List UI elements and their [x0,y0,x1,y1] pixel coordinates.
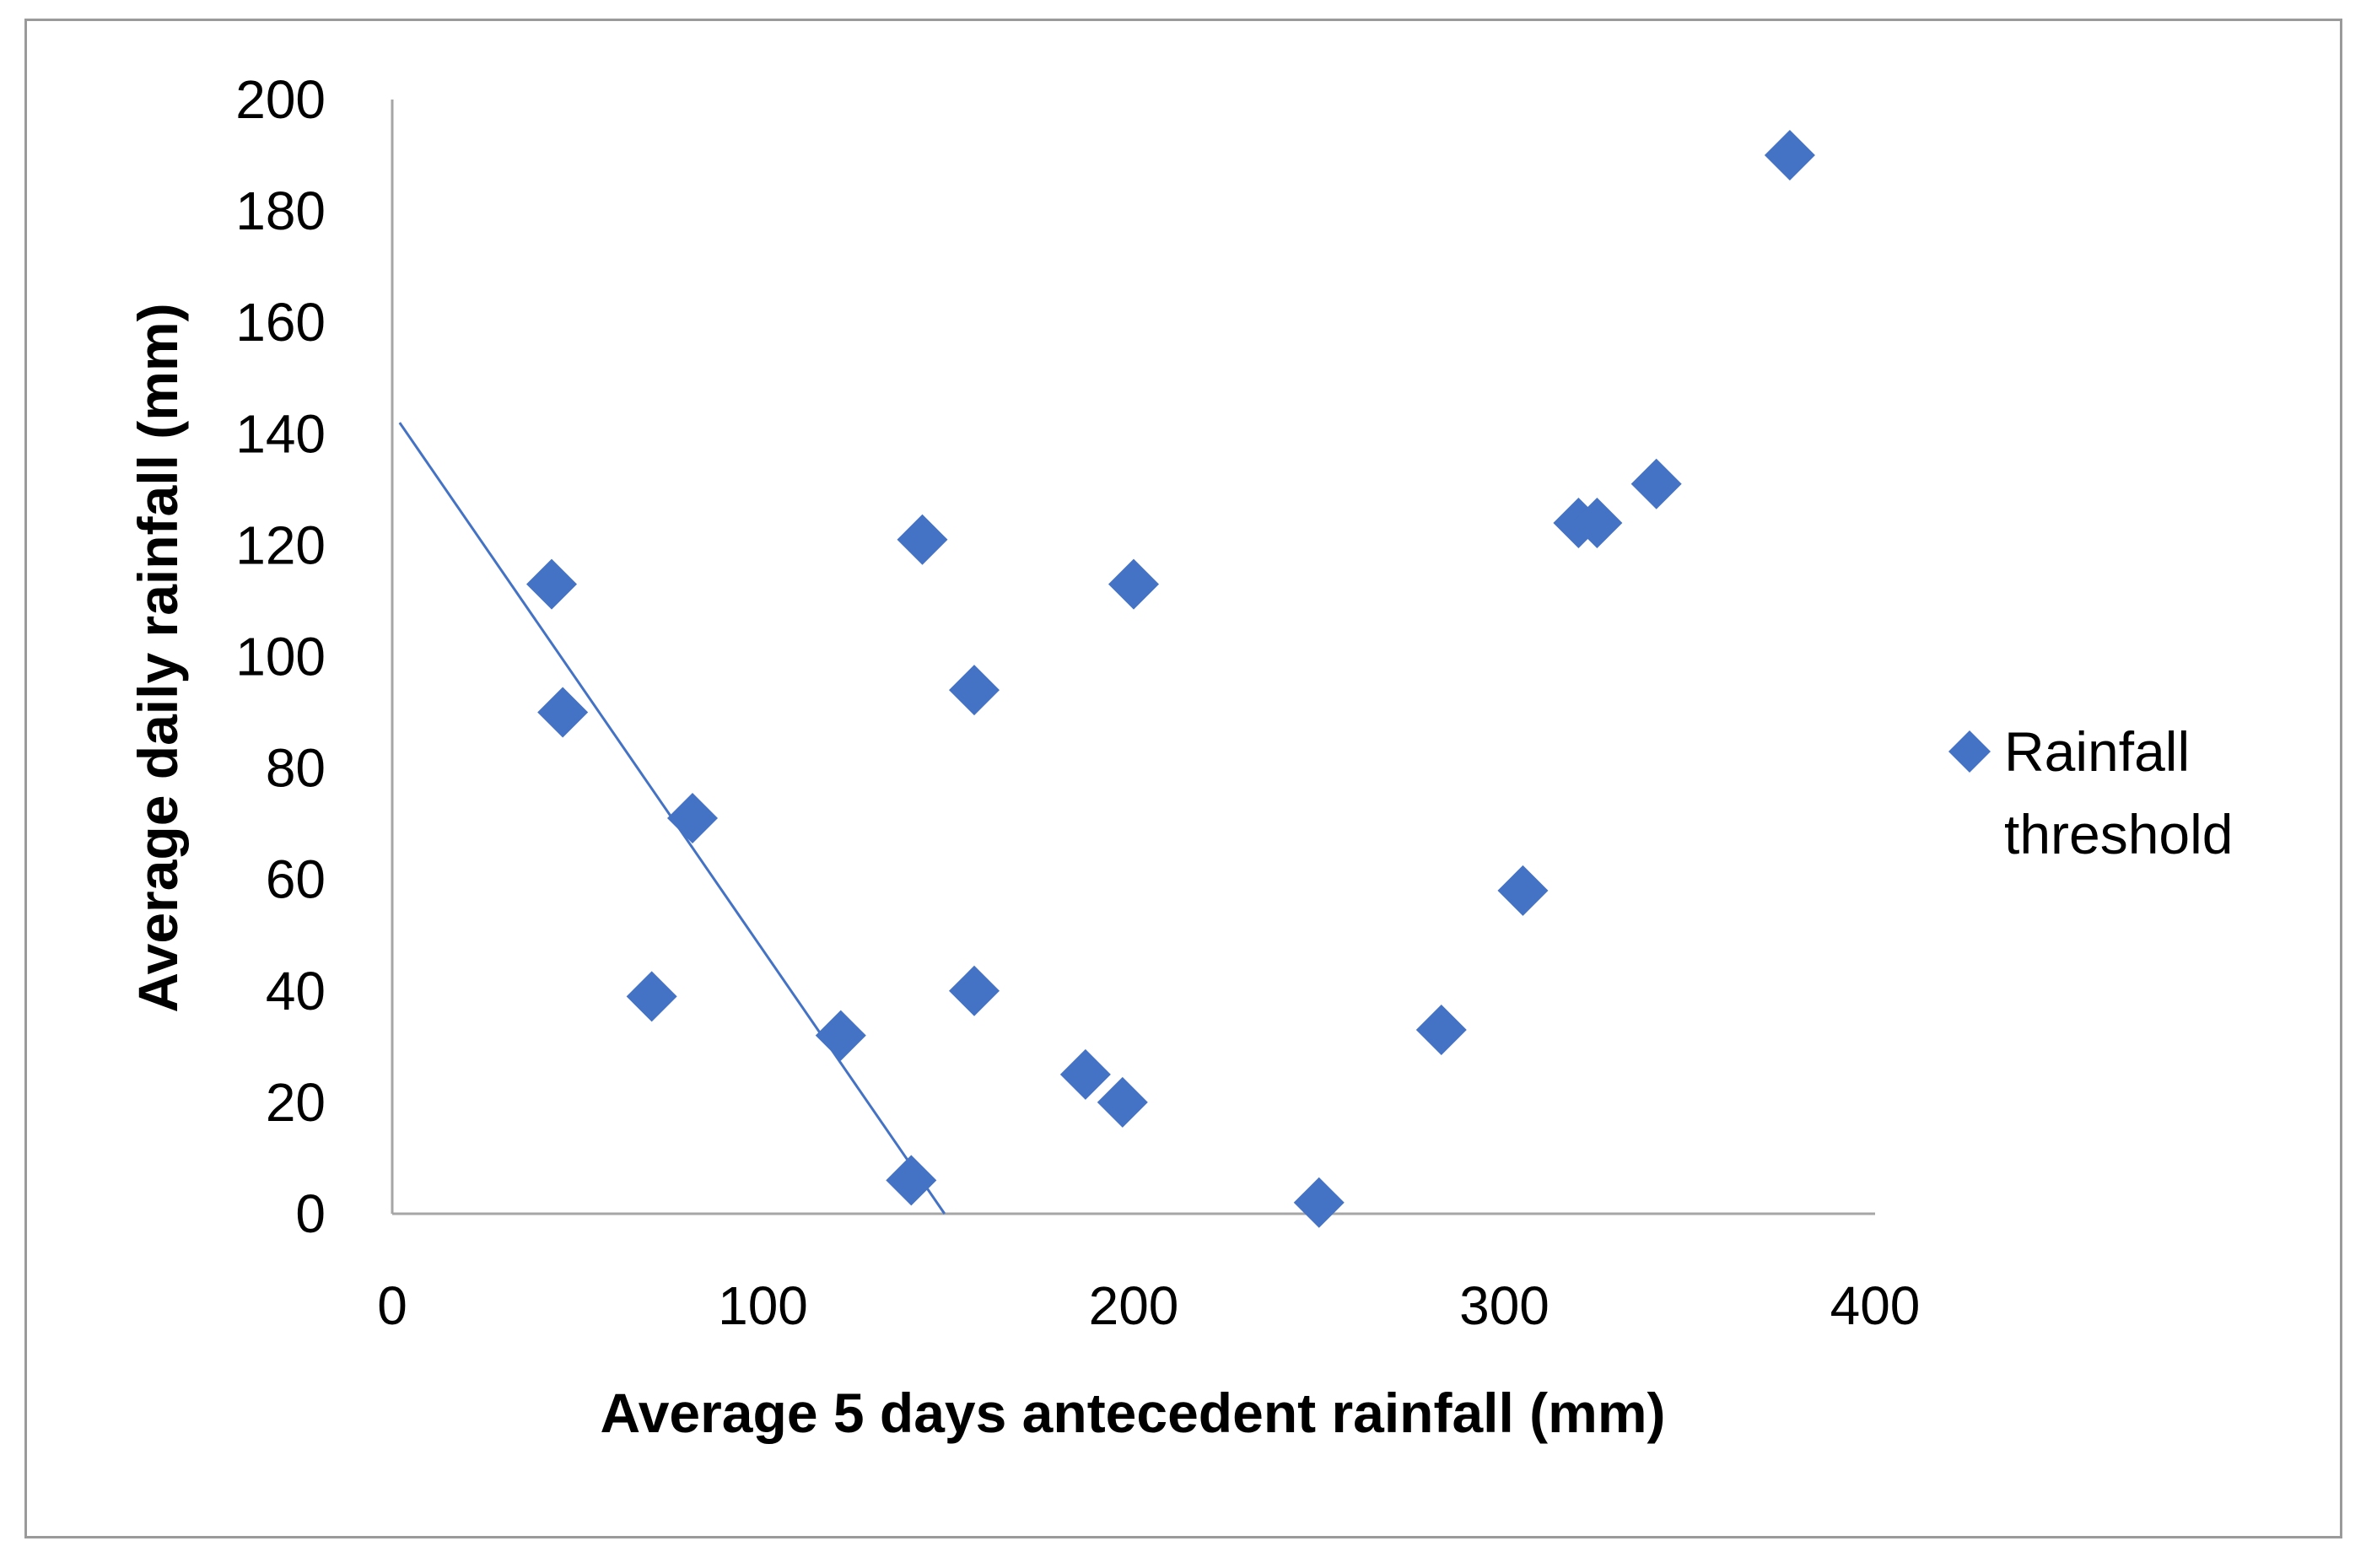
y-tick-label: 0 [295,1183,326,1244]
y-tick-label: 160 [235,292,326,353]
y-tick-label: 180 [235,181,326,241]
x-axis-title: Average 5 days antecedent rainfall (mm) [600,1382,1665,1444]
data-point [1571,497,1623,548]
y-tick-label: 80 [266,738,326,799]
x-tick-label: 400 [1830,1275,1921,1336]
data-point [1059,1048,1111,1100]
y-axis-title: Average daily rainfall (mm) [127,303,189,1012]
data-point [1630,458,1682,509]
data-point [525,558,577,610]
legend-label-line-1: Rainfall [2004,720,2190,783]
legend-label-line-2: threshold [2004,803,2234,865]
data-point [1415,1005,1467,1056]
x-tick-label: 0 [377,1275,407,1336]
data-point [886,1155,937,1206]
data-point [1764,130,1815,181]
data-point [897,514,948,565]
x-tick-labels: 0 100 200 300 400 [377,1275,1920,1336]
data-point [626,971,677,1022]
data-point [666,793,718,844]
data-point [1497,865,1549,916]
x-tick-label: 300 [1459,1275,1549,1336]
x-tick-label: 100 [718,1275,808,1336]
y-tick-label: 20 [266,1072,326,1133]
data-point [949,965,1000,1016]
legend-diamond-icon [1948,730,1991,773]
data-point [815,1010,866,1061]
data-point [949,665,1000,716]
x-tick-label: 200 [1089,1275,1179,1336]
data-points [525,130,1815,1228]
y-tick-label: 40 [266,961,326,1021]
y-tick-labels: 0 20 40 60 80 100 120 140 160 180 200 [235,69,326,1244]
data-point [1293,1177,1345,1228]
axes [391,100,1875,1215]
y-tick-label: 120 [235,515,326,575]
chart-frame [24,19,2342,1538]
data-point [1108,558,1159,610]
y-tick-label: 200 [235,69,326,130]
data-point [1097,1076,1148,1128]
y-tick-label: 100 [235,627,326,687]
y-tick-label: 60 [266,849,326,910]
data-point [537,687,589,738]
legend: Rainfall threshold [1948,720,2234,865]
y-tick-label: 140 [235,403,326,464]
